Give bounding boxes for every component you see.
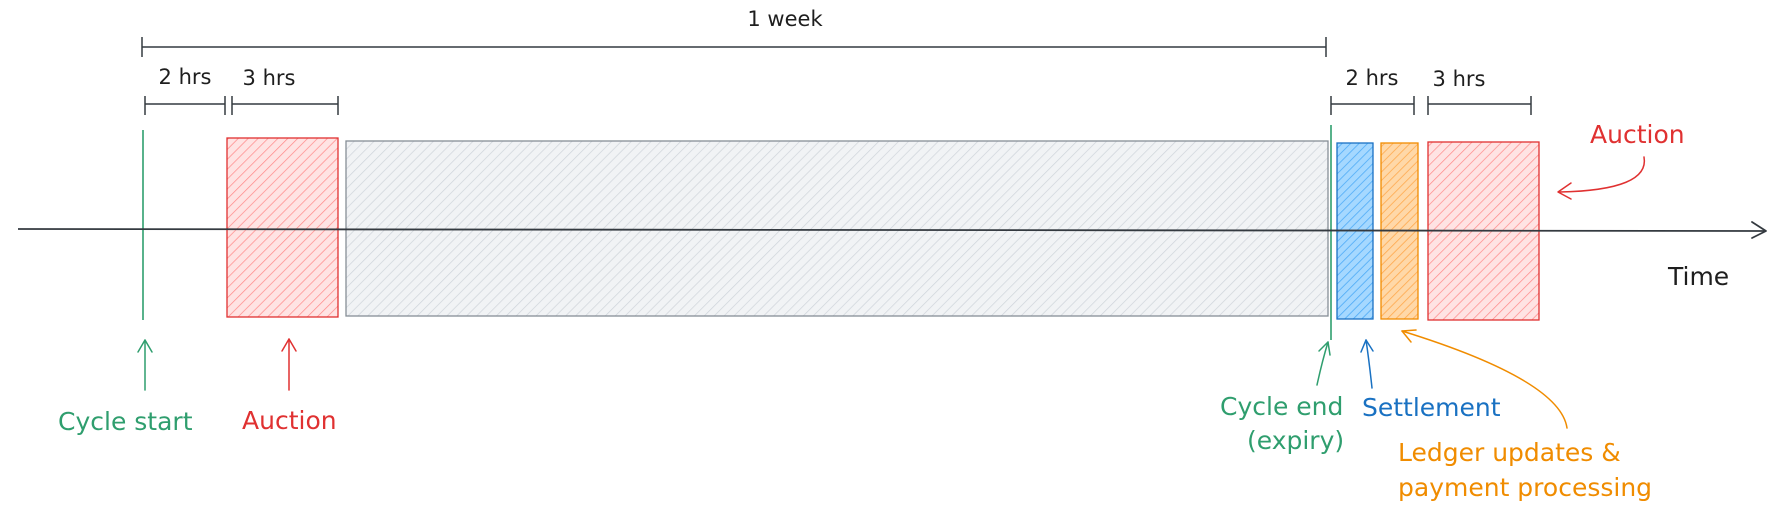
start-three-hrs-bracket [231,96,339,115]
time-axis-label: Time [1667,262,1729,291]
end-three-hrs-bracket [1427,96,1532,115]
start-two-hrs-label: 2 hrs [159,65,212,89]
auction-end-arrow [1557,156,1646,200]
cycle-end-arrow [1316,341,1331,386]
cycle-start-arrow [137,339,153,391]
payment-processing-label: payment processing [1398,473,1652,502]
auction-block-start [226,137,339,318]
settlement-arrow [1360,339,1374,389]
auction-start-label: Auction [242,406,337,435]
time-axis [17,221,1767,239]
auction-start-arrow [281,338,297,391]
cycle-start-label: Cycle start [58,407,193,436]
ledger-updates-arrow [1401,329,1568,429]
week-dimension-bracket [141,37,1327,57]
end-two-hrs-label: 2 hrs [1346,66,1399,90]
settlement-label: Settlement [1362,393,1501,422]
start-three-hrs-label: 3 hrs [243,66,296,90]
start-two-hrs-bracket [144,96,226,115]
end-three-hrs-label: 3 hrs [1433,67,1486,91]
week-label: 1 week [747,7,823,31]
cycle-end-expiry-label: (expiry) [1247,426,1344,455]
auction-end-label: Auction [1590,120,1685,149]
end-two-hrs-bracket [1330,96,1415,115]
ledger-updates-label: Ledger updates & [1398,438,1621,467]
cycle-end-label: Cycle end [1220,392,1343,421]
cycle-period-block [345,140,1329,317]
